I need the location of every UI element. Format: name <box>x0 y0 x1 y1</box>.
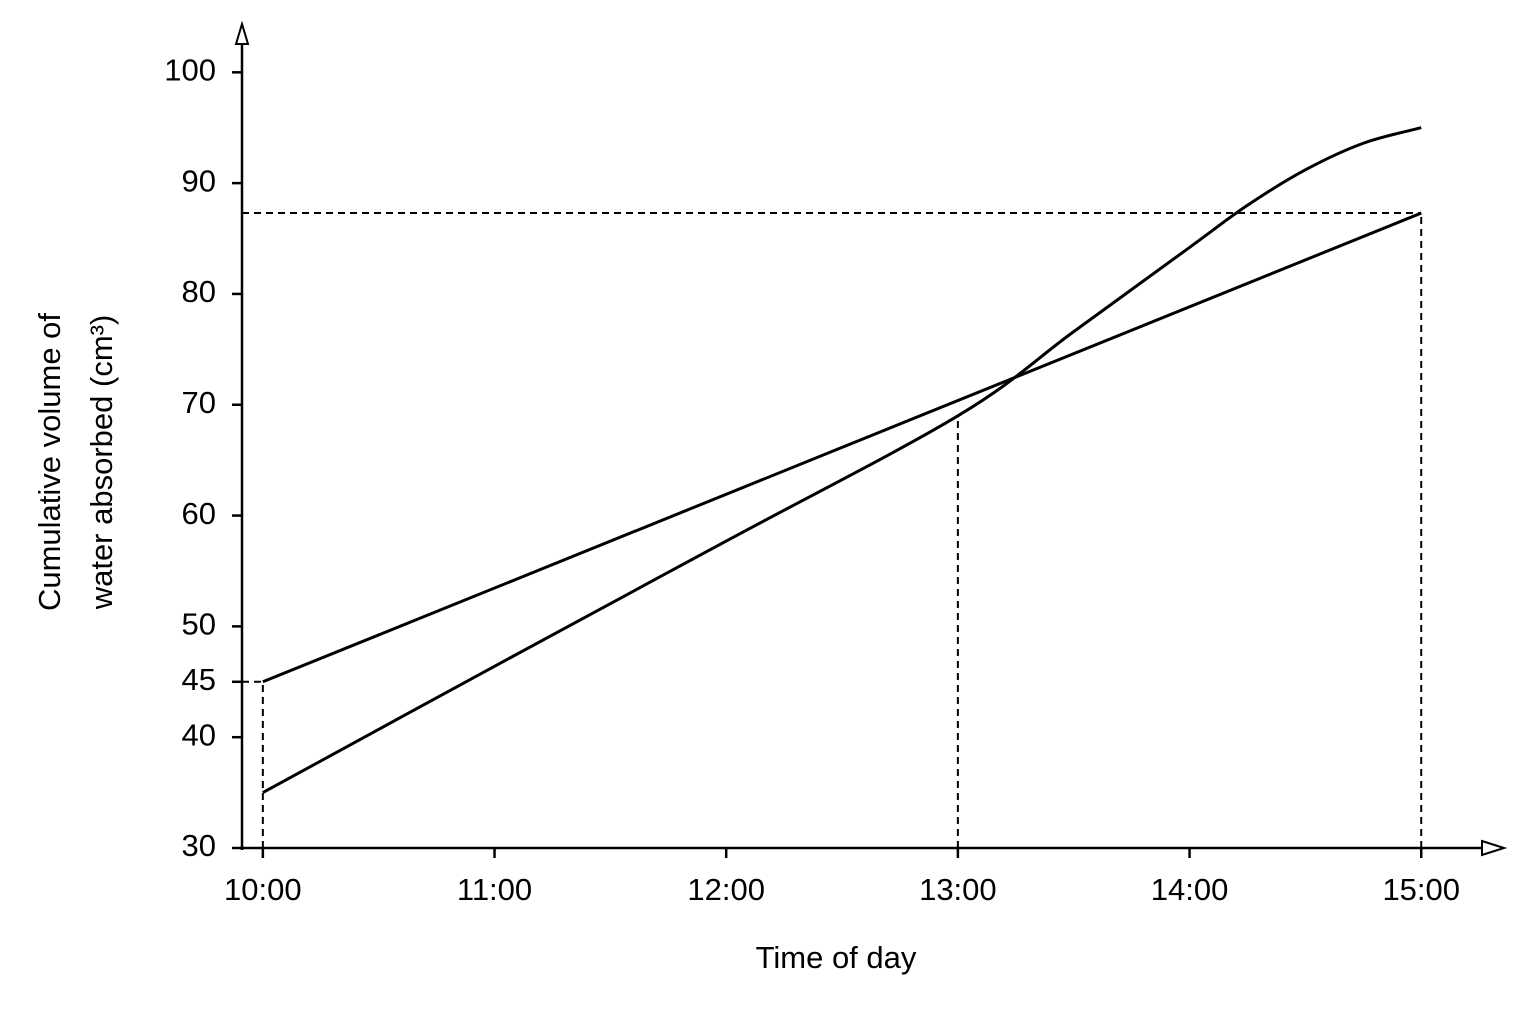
y-tick-label: 90 <box>182 163 216 198</box>
data-line <box>262 211 1422 684</box>
y-tick-label: 40 <box>182 717 216 752</box>
y-tick-label: 50 <box>182 607 216 642</box>
x-axis-title: Time of day <box>756 940 917 975</box>
y-tick-label: 45 <box>182 662 216 697</box>
y-axis-arrow <box>234 20 250 45</box>
y-axis-title: water absorbed (cm³) <box>84 315 119 611</box>
x-tick-label: 10:00 <box>224 872 302 907</box>
x-tick-label: 11:00 <box>457 872 532 907</box>
x-tick-label: 12:00 <box>687 872 765 907</box>
x-axis-arrow <box>1481 839 1508 857</box>
y-tick-label: 100 <box>164 53 216 88</box>
y-tick-label: 70 <box>182 385 216 420</box>
x-tick-label: 13:00 <box>919 872 997 907</box>
y-tick-label: 80 <box>182 274 216 309</box>
x-tick-label: 15:00 <box>1382 872 1460 907</box>
y-axis-title: Cumulative volume of <box>32 313 67 611</box>
y-tick-label: 60 <box>182 496 216 531</box>
y-tick-label: 30 <box>182 828 216 863</box>
x-tick-label: 14:00 <box>1151 872 1229 907</box>
data-line <box>262 126 1422 794</box>
